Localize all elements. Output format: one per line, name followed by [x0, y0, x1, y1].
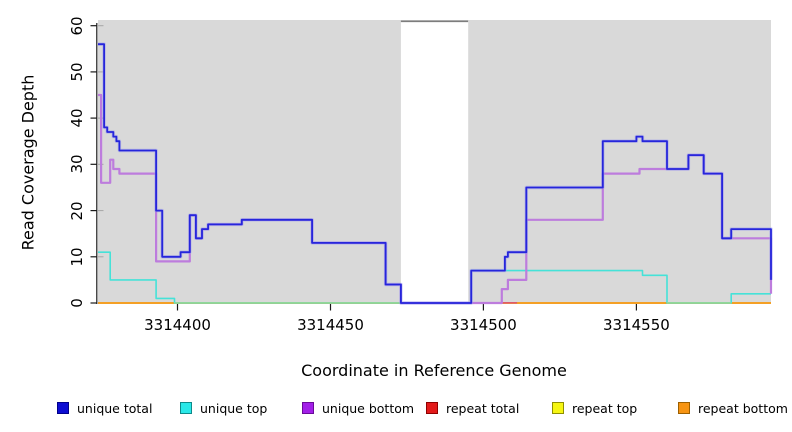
- coverage-gap-band: [400, 21, 469, 304]
- legend-item: unique bottom: [302, 397, 414, 419]
- y-axis-title: Read Coverage Depth: [18, 74, 38, 251]
- legend-item: repeat total: [426, 397, 519, 419]
- x-tick-label: 3314550: [602, 316, 670, 334]
- x-tick-label: 3314400: [144, 316, 211, 334]
- legend-label: unique top: [200, 400, 268, 416]
- legend-item: repeat bottom: [678, 397, 788, 419]
- legend-label: repeat bottom: [698, 400, 788, 416]
- legend-item: repeat top: [552, 397, 637, 419]
- legend-swatch: [57, 402, 69, 414]
- legend-label: unique bottom: [322, 400, 415, 416]
- legend-item: unique top: [180, 397, 267, 419]
- legend-swatch: [426, 402, 438, 414]
- legend: unique total unique top unique bottom repea…: [0, 397, 792, 423]
- legend-label: repeat top: [572, 400, 638, 416]
- legend-label: repeat total: [446, 400, 520, 416]
- legend-label: unique total: [77, 400, 153, 416]
- x-tick-label: 3314450: [297, 316, 364, 334]
- x-tick-label: 3314500: [450, 316, 517, 334]
- y-tick-label: 60: [68, 16, 86, 36]
- series-line: [98, 43, 772, 304]
- legend-swatch: [678, 402, 690, 414]
- legend-swatch: [552, 402, 564, 414]
- legend-item: unique total: [57, 397, 152, 419]
- legend-swatch: [302, 402, 314, 414]
- x-axis-title: Coordinate in Reference Genome: [301, 361, 567, 380]
- legend-swatch: [180, 402, 192, 414]
